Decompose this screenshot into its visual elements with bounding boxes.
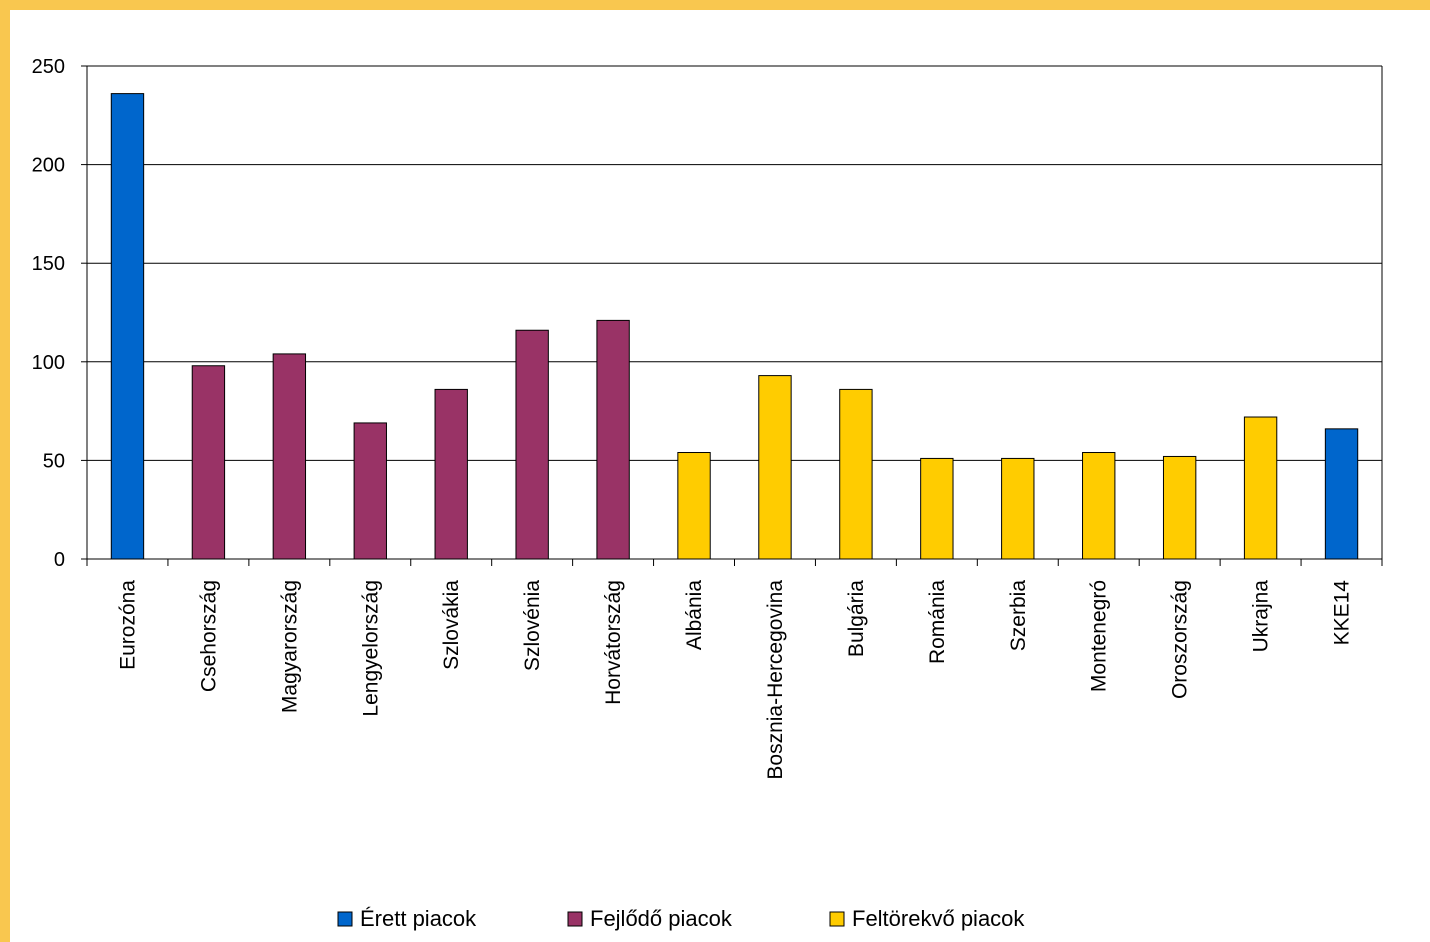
legend-label: Fejlődő piacok [590, 906, 733, 931]
bar [111, 94, 143, 559]
x-tick-label: Horvátország [602, 580, 625, 705]
x-tick-label: Csehország [197, 580, 220, 692]
bar [1163, 456, 1195, 559]
bar [921, 458, 953, 559]
bar [354, 423, 386, 559]
y-tick-label: 200 [32, 155, 65, 177]
legend-swatch [338, 912, 352, 926]
legend-swatch [830, 912, 844, 926]
x-tick-label: Montenegró [1088, 580, 1111, 692]
bar [1325, 429, 1357, 559]
x-tick-label: Bulgária [845, 580, 868, 657]
x-tick-label: Albánia [683, 580, 706, 650]
y-tick-label: 0 [54, 549, 65, 571]
bar [1244, 417, 1276, 559]
bar [1083, 453, 1115, 559]
x-tick-label: Lengyelország [359, 580, 382, 717]
x-tick-label: KKE14 [1331, 580, 1354, 646]
bar [435, 389, 467, 559]
legend-swatch [568, 912, 582, 926]
y-tick-label: 100 [32, 352, 65, 374]
x-tick-label: Szlovénia [521, 580, 544, 671]
y-tick-label: 150 [32, 253, 65, 275]
legend-label: Érett piacok [360, 906, 477, 931]
x-tick-label: Ukrajna [1250, 580, 1273, 653]
x-tick-label: Szlovákia [440, 580, 463, 670]
bar [840, 389, 872, 559]
y-tick-label: 250 [32, 56, 65, 78]
bar [1002, 458, 1034, 559]
x-tick-label: Oroszország [1169, 580, 1192, 699]
legend-label: Feltörekvő piacok [852, 906, 1025, 931]
y-tick-label: 50 [43, 450, 65, 472]
x-tick-label: Szerbia [1007, 580, 1030, 652]
bar [516, 330, 548, 559]
bar [759, 376, 791, 559]
bar [192, 366, 224, 559]
x-tick-label: Bosznia-Hercegovina [764, 580, 787, 780]
x-tick-label: Magyarország [278, 580, 301, 713]
x-tick-label: Románia [926, 580, 949, 664]
bar [273, 354, 305, 559]
bar [597, 320, 629, 559]
bar [678, 453, 710, 559]
x-tick-label: Eurozóna [116, 580, 139, 670]
